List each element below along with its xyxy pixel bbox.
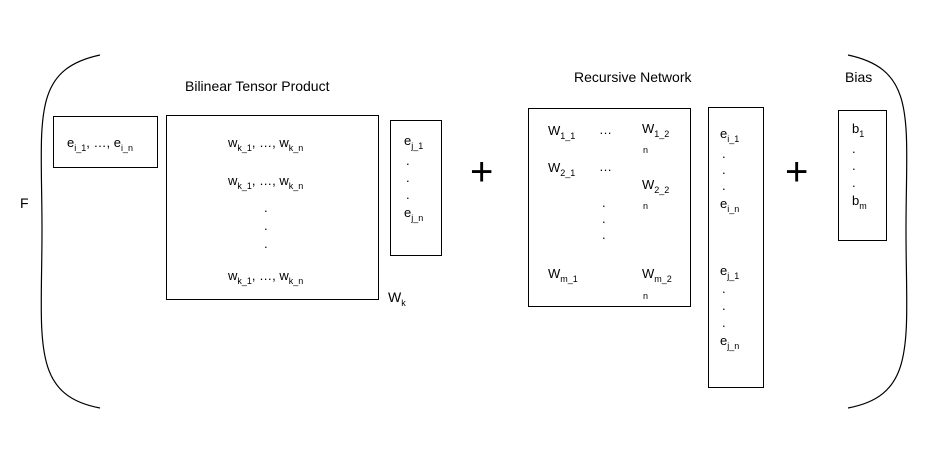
concat-ei-first: ei_1 (720, 126, 740, 144)
ej-dot-2: . (406, 170, 410, 185)
weight-w11: W1_1 (548, 123, 576, 141)
function-label: F (20, 195, 29, 211)
plus-operator-2: + (785, 150, 809, 194)
tensor-row-1: wk_1, …, wk_n (228, 135, 304, 153)
bias-b1: b1 (852, 121, 865, 139)
concat-dot-2: . (722, 162, 726, 177)
weight-ellipsis-2: … (599, 159, 612, 174)
row-vector-ei: ei_1, …, ei_n (53, 116, 158, 168)
weight-dot-2: . (602, 211, 606, 226)
left-parenthesis (40, 54, 101, 409)
tensor-row-2: wk_1, …, wk_n (228, 173, 304, 191)
bias-title: Bias (845, 69, 873, 85)
bias-bm: bm (852, 193, 867, 211)
concat-ej-first: ej_1 (720, 263, 740, 281)
row-vector-text: ei_1, …, ei_n (67, 135, 133, 153)
plus-operator-1: + (470, 150, 494, 194)
concat-dot-6: . (722, 315, 726, 330)
bias-dot-2: . (852, 158, 856, 173)
ej-first: ej_1 (404, 133, 424, 151)
concat-dot-1: . (722, 146, 726, 161)
concat-ej-last: ej_n (720, 333, 740, 351)
bias-dot-3: . (852, 175, 856, 190)
concat-dot-3: . (722, 178, 726, 193)
tensor-dot-1: . (264, 200, 268, 215)
weight-w21: W2_1 (548, 160, 576, 178)
ej-dot-3: . (406, 187, 410, 202)
weight-dot-1: . (602, 195, 606, 210)
concat-ei-last: ei_n (720, 196, 740, 214)
weight-wm2-n: n (643, 291, 649, 301)
ej-last: ej_n (404, 205, 424, 223)
weight-w22-n: n (643, 201, 649, 211)
right-parenthesis (847, 54, 908, 409)
concat-vector: ei_1 . . . ei_n ej_1 . . . ej_n (708, 107, 764, 388)
tensor-label: Wk (388, 289, 406, 308)
concat-dot-5: . (722, 298, 726, 313)
weight-w12: W1_2 (642, 121, 670, 139)
weight-wm2: Wm_2 (642, 266, 672, 284)
weight-ellipsis-1: … (599, 122, 612, 137)
tensor-matrix: wk_1, …, wk_n wk_1, …, wk_n . . . wk_1, … (166, 115, 379, 300)
concat-dot-4: . (722, 281, 726, 296)
bias-vector: b1 . . . bm (838, 110, 887, 241)
weight-matrix: W1_1 … W1_2 n W2_1 … W2_2 n . . . Wm_1 W… (528, 108, 691, 307)
tensor-dot-2: . (264, 218, 268, 233)
weight-dot-3: . (602, 227, 606, 242)
weight-wm1: Wm_1 (548, 266, 578, 284)
tensor-row-last: wk_1, …, wk_n (228, 268, 304, 286)
bias-dot-1: . (852, 141, 856, 156)
ej-dot-1: . (406, 153, 410, 168)
weight-w22: W2_2 (642, 177, 670, 195)
bilinear-title: Bilinear Tensor Product (185, 78, 330, 94)
tensor-dot-3: . (264, 236, 268, 251)
recursive-title: Recursive Network (574, 69, 692, 85)
weight-w12-n: n (643, 145, 649, 155)
column-vector-ej: ej_1 . . . ej_n (390, 120, 442, 256)
